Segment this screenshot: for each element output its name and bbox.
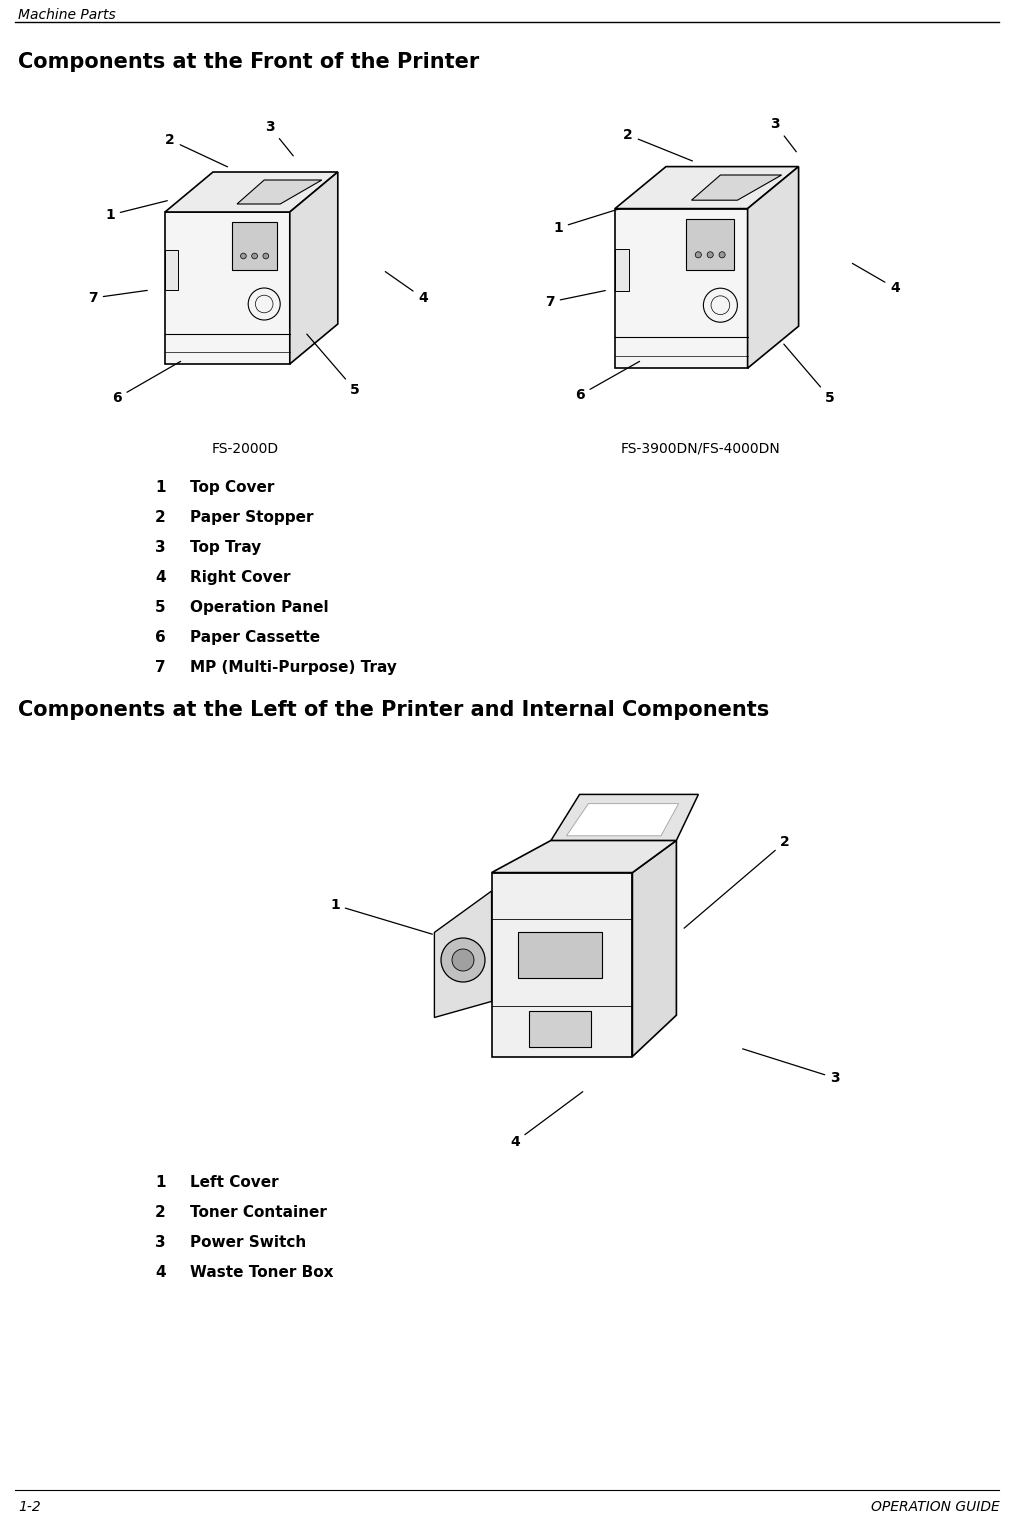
Text: 2: 2 xyxy=(165,133,227,167)
Text: Paper Cassette: Paper Cassette xyxy=(190,631,320,644)
Text: 2: 2 xyxy=(624,127,693,161)
Text: 7: 7 xyxy=(546,291,605,309)
Text: OPERATION GUIDE: OPERATION GUIDE xyxy=(871,1499,1000,1514)
Polygon shape xyxy=(165,171,338,212)
Text: Operation Panel: Operation Panel xyxy=(190,600,329,615)
Text: Toner Container: Toner Container xyxy=(190,1205,327,1220)
Text: Components at the Left of the Printer and Internal Components: Components at the Left of the Printer an… xyxy=(18,700,770,720)
Text: 4: 4 xyxy=(385,271,428,305)
Text: 6: 6 xyxy=(113,361,180,405)
Text: 4: 4 xyxy=(155,570,165,585)
Text: 6: 6 xyxy=(155,631,165,644)
Polygon shape xyxy=(615,249,629,291)
Text: 4: 4 xyxy=(510,1092,583,1149)
Polygon shape xyxy=(692,174,782,200)
Circle shape xyxy=(696,252,702,258)
Circle shape xyxy=(719,252,725,258)
Circle shape xyxy=(263,253,269,259)
Bar xyxy=(686,220,734,270)
Text: 7: 7 xyxy=(88,291,147,305)
Text: 2: 2 xyxy=(155,509,165,525)
Text: 1: 1 xyxy=(155,1175,165,1190)
Polygon shape xyxy=(747,167,799,368)
Text: 2: 2 xyxy=(684,835,790,928)
Bar xyxy=(232,221,277,270)
Text: 3: 3 xyxy=(155,540,165,555)
Text: 7: 7 xyxy=(155,659,165,675)
Text: Top Cover: Top Cover xyxy=(190,481,275,496)
Text: Left Cover: Left Cover xyxy=(190,1175,279,1190)
Text: 2: 2 xyxy=(155,1205,165,1220)
Text: 3: 3 xyxy=(771,117,796,152)
Text: Power Switch: Power Switch xyxy=(190,1236,306,1251)
Text: 6: 6 xyxy=(575,361,640,402)
Text: FS-3900DN/FS-4000DN: FS-3900DN/FS-4000DN xyxy=(621,443,780,456)
Polygon shape xyxy=(165,250,177,290)
Text: 3: 3 xyxy=(155,1236,165,1251)
Text: Right Cover: Right Cover xyxy=(190,570,290,585)
Text: 1: 1 xyxy=(155,481,165,496)
Polygon shape xyxy=(492,873,633,1057)
Text: 3: 3 xyxy=(266,120,293,156)
Text: Machine Parts: Machine Parts xyxy=(18,8,116,23)
Text: 1: 1 xyxy=(553,209,620,235)
Bar xyxy=(529,1011,590,1048)
Polygon shape xyxy=(165,212,290,364)
Text: Paper Stopper: Paper Stopper xyxy=(190,509,313,525)
Polygon shape xyxy=(237,180,321,205)
Text: Top Tray: Top Tray xyxy=(190,540,262,555)
Circle shape xyxy=(240,253,246,259)
Circle shape xyxy=(452,949,474,972)
Circle shape xyxy=(441,938,485,982)
Text: 5: 5 xyxy=(307,334,360,397)
Text: 4: 4 xyxy=(155,1264,165,1280)
Text: 5: 5 xyxy=(784,344,835,405)
Circle shape xyxy=(251,253,258,259)
Bar xyxy=(518,932,601,978)
Circle shape xyxy=(707,252,713,258)
Polygon shape xyxy=(633,840,676,1057)
Polygon shape xyxy=(615,167,799,209)
Text: 4: 4 xyxy=(853,264,899,296)
Text: FS-2000D: FS-2000D xyxy=(212,443,279,456)
Polygon shape xyxy=(492,840,676,873)
Text: 3: 3 xyxy=(742,1049,840,1085)
Text: MP (Multi-Purpose) Tray: MP (Multi-Purpose) Tray xyxy=(190,659,396,675)
Text: 1-2: 1-2 xyxy=(18,1499,41,1514)
Polygon shape xyxy=(567,803,678,835)
Text: 1: 1 xyxy=(105,200,167,221)
Text: Components at the Front of the Printer: Components at the Front of the Printer xyxy=(18,52,480,71)
Text: 5: 5 xyxy=(155,600,165,615)
Polygon shape xyxy=(551,794,699,840)
Polygon shape xyxy=(434,891,492,1017)
Text: 1: 1 xyxy=(331,897,432,934)
Polygon shape xyxy=(290,171,338,364)
Text: Waste Toner Box: Waste Toner Box xyxy=(190,1264,334,1280)
Polygon shape xyxy=(615,209,747,368)
